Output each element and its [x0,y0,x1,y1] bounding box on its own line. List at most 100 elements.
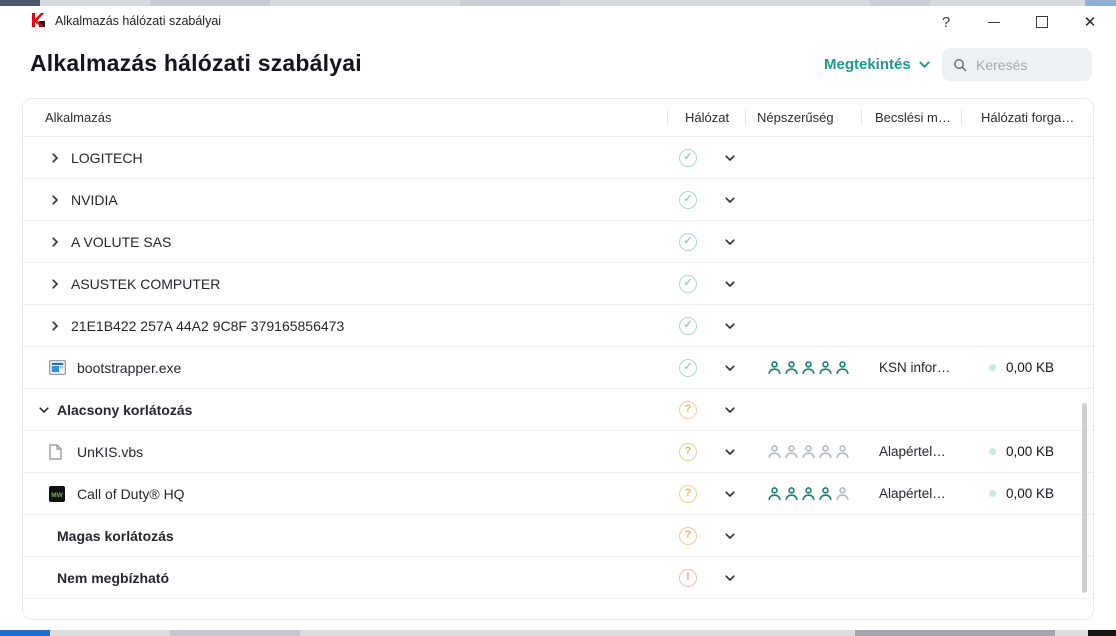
traffic-cell: 0,00 KB [961,444,1093,459]
trust-level: KSN infor… [879,360,951,375]
person-icon [818,486,833,501]
titlebar: Alkalmazás hálózati szabályai ? ✕ [0,6,1116,36]
status-alert-icon: ! [679,568,697,587]
traffic-dot-icon [989,490,996,497]
row-label: Nem megbízható [57,569,170,586]
maximize-button[interactable] [1018,6,1066,38]
popularity-rating [745,360,861,375]
popularity-rating [745,444,861,459]
collapse-icon[interactable] [37,404,51,416]
traffic-cell: 0,00 KB [961,360,1093,375]
column-header-application[interactable]: Alkalmazás [45,110,112,125]
column-header-popularity[interactable]: Népszerűség [745,110,861,125]
application-cell: LOGITECH [23,150,667,166]
background-window-bottom-edge [0,630,1116,636]
page-title: Alkalmazás hálózati szabályai [30,50,362,76]
application-cell: NVIDIA [23,192,667,208]
application-cell: UnKIS.vbs [23,444,667,460]
row-label: Call of Duty® HQ [77,485,185,502]
mw-game-icon: MW [49,485,66,502]
status-question-icon: ? [679,484,697,503]
table-row[interactable]: Alacsony korlátozás ? [23,389,1093,431]
network-cell: ? [667,400,745,419]
table-row[interactable]: LOGITECH ✓ [23,137,1093,179]
table-row[interactable]: ASUSTEK COMPUTER ✓ [23,263,1093,305]
person-icon [818,360,833,375]
network-cell: ✓ [667,232,745,251]
table-row[interactable]: bootstrapper.exe ✓ KSN infor… 0,00 KB [23,347,1093,389]
chevron-down-icon[interactable] [724,152,736,164]
chevron-down-icon[interactable] [724,488,736,500]
traffic-value: 0,00 KB [1006,444,1055,459]
row-label: NVIDIA [71,191,118,208]
expand-icon[interactable] [45,278,65,290]
network-cell: ! [667,568,745,587]
table-row[interactable]: Magas korlátozás ? [23,515,1093,557]
chevron-down-icon[interactable] [724,362,736,374]
row-label: bootstrapper.exe [77,359,182,376]
table-row[interactable]: MW Call of Duty® HQ ? Alapértel… 0,00 KB [23,473,1093,515]
traffic-value: 0,00 KB [1006,486,1055,501]
status-ok-icon: ✓ [679,232,697,251]
kaspersky-logo-icon [30,12,46,28]
trust-level: Alapértel… [879,486,946,501]
expand-icon[interactable] [45,236,65,248]
person-icon [767,444,782,459]
person-icon [767,360,782,375]
chevron-down-icon[interactable] [724,404,736,416]
expand-icon[interactable] [45,194,65,206]
search-box[interactable] [942,48,1092,81]
network-cell: ? [667,484,745,503]
person-icon [835,444,850,459]
chevron-down-icon[interactable] [724,194,736,206]
close-icon: ✕ [1083,14,1097,31]
minimize-button[interactable] [970,6,1018,38]
chevron-down-icon[interactable] [724,320,736,332]
chevron-down-icon[interactable] [724,278,736,290]
network-cell: ✓ [667,316,745,335]
person-icon [767,486,782,501]
expand-icon[interactable] [45,320,65,332]
trust-level: Alapértel… [879,444,946,459]
chevron-down-icon[interactable] [724,572,736,584]
application-cell: ASUSTEK COMPUTER [23,276,667,292]
close-button[interactable]: ✕ [1066,6,1114,38]
chevron-down-icon[interactable] [724,530,736,542]
status-ok-icon: ✓ [679,274,697,293]
chevron-down-icon[interactable] [724,446,736,458]
rules-table: Alkalmazás Hálózat Népszerűség Becslési … [22,98,1094,620]
person-icon [801,360,816,375]
help-icon: ? [941,13,951,31]
table-row[interactable]: UnKIS.vbs ? Alapértel… 0,00 KB [23,431,1093,473]
application-cell: Alacsony korlátozás [23,402,667,418]
chevron-down-icon [918,58,931,71]
column-header-traffic[interactable]: Hálózati forga… [961,110,1093,125]
network-cell: ✓ [667,274,745,293]
table-row[interactable]: NVIDIA ✓ [23,179,1093,221]
table-row[interactable]: 21E1B422 257A 44A2 9C8F 379165856473 ✓ [23,305,1093,347]
application-cell: 21E1B422 257A 44A2 9C8F 379165856473 [23,318,667,334]
traffic-cell: 0,00 KB [961,486,1093,501]
application-cell: A VOLUTE SAS [23,234,667,250]
help-button[interactable]: ? [922,6,970,38]
table-row[interactable]: Nem megbízható ! [23,557,1093,599]
person-icon [784,486,799,501]
network-cell: ? [667,442,745,461]
app-window-icon [49,360,66,375]
vertical-scrollbar[interactable] [1082,403,1087,593]
status-ok-icon: ✓ [679,316,697,335]
chevron-down-icon[interactable] [724,236,736,248]
person-icon [835,360,850,375]
person-icon [835,486,850,501]
file-icon [49,443,66,460]
column-header-trust[interactable]: Becslési m… [861,110,961,125]
table-row[interactable]: A VOLUTE SAS ✓ [23,221,1093,263]
view-menu-button[interactable]: Megtekintés [824,56,931,73]
application-cell: MW Call of Duty® HQ [23,485,667,502]
expand-icon[interactable] [45,152,65,164]
status-ok-icon: ✓ [679,358,697,377]
row-label: Magas korlátozás [57,527,174,544]
column-header-network[interactable]: Hálózat [667,110,745,125]
search-input[interactable] [974,55,1081,74]
traffic-value: 0,00 KB [1006,360,1055,375]
